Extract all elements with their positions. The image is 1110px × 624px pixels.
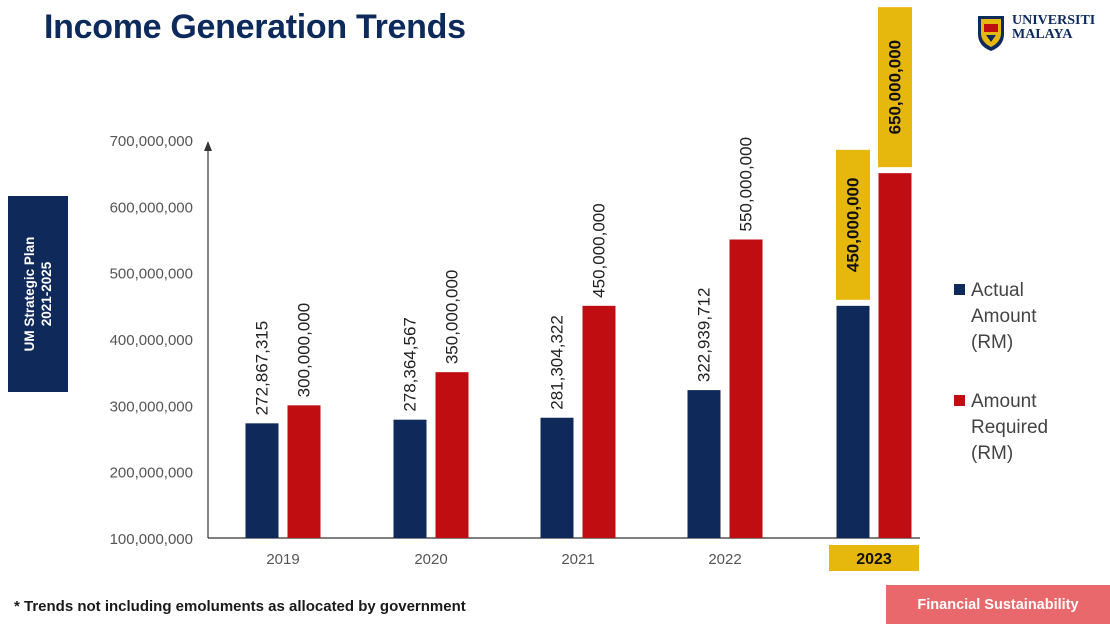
x-tick-label: 2022 <box>708 551 741 568</box>
legend-label-required: Amount Required (RM) <box>971 389 1071 467</box>
footnote: * Trends not including emoluments as all… <box>14 598 466 615</box>
data-label: 322,939,712 <box>695 288 714 383</box>
data-label-highlight <box>878 7 912 168</box>
page-title: Income Generation Trends <box>44 8 466 46</box>
section-badge: Financial Sustainability <box>886 585 1110 624</box>
crest-icon <box>978 16 1004 51</box>
logo-line-2: MALAYA <box>1012 27 1073 42</box>
legend-label-actual: Actual Amount (RM) <box>971 278 1071 356</box>
y-tick-label: 400,000,000 <box>110 332 193 349</box>
bar-actual <box>836 305 870 538</box>
y-tick-label: 600,000,000 <box>110 199 193 216</box>
bar-required <box>582 305 616 538</box>
bar-required <box>287 405 321 538</box>
x-tick-label: 2023 <box>856 551 892 568</box>
y-tick-label: 700,000,000 <box>110 133 193 150</box>
bar-actual <box>245 423 279 538</box>
x-tick-label: 2020 <box>414 551 447 568</box>
data-label: 272,867,315 <box>253 321 272 416</box>
y-tick-label: 300,000,000 <box>110 398 193 415</box>
y-axis-arrow <box>204 141 212 151</box>
x-tick-label: 2021 <box>561 551 594 568</box>
legend-actual-line-1: Actual <box>971 280 1024 301</box>
legend-swatch-required <box>954 395 965 406</box>
data-label: 281,304,322 <box>548 315 567 410</box>
bar-required <box>435 372 469 538</box>
legend-actual-line-3: (RM) <box>971 332 1014 353</box>
legend-actual-line-2: Amount <box>971 306 1037 327</box>
y-tick-label: 500,000,000 <box>110 266 193 283</box>
logo-line-1: UNIVERSITI <box>1012 13 1096 28</box>
x-tick-label: 2019 <box>266 551 299 568</box>
legend-required-line-1: Amount <box>971 391 1037 412</box>
bar-actual <box>687 390 721 538</box>
data-label: 450,000,000 <box>590 203 609 298</box>
y-tick-label: 200,000,000 <box>110 465 193 482</box>
data-label: 350,000,000 <box>443 270 462 365</box>
side-banner <box>8 196 68 392</box>
data-label: 278,364,567 <box>401 317 420 412</box>
bar-required <box>729 239 763 538</box>
data-label: 450,000,000 <box>844 178 863 273</box>
data-label-highlight <box>836 149 870 300</box>
bar-actual <box>540 417 574 538</box>
legend-required-line-3: (RM) <box>971 443 1014 464</box>
legend-swatch-actual <box>954 284 965 295</box>
data-label: 550,000,000 <box>737 137 756 232</box>
university-logo: UNIVERSITI MALAYA <box>976 12 1106 56</box>
bar-required <box>878 173 912 538</box>
legend-required-line-2: Required <box>971 417 1049 438</box>
bar-actual <box>393 419 427 538</box>
y-tick-label: 100,000,000 <box>110 531 193 548</box>
data-label: 300,000,000 <box>295 303 314 398</box>
category-highlight <box>829 545 919 571</box>
data-label: 650,000,000 <box>886 40 905 135</box>
